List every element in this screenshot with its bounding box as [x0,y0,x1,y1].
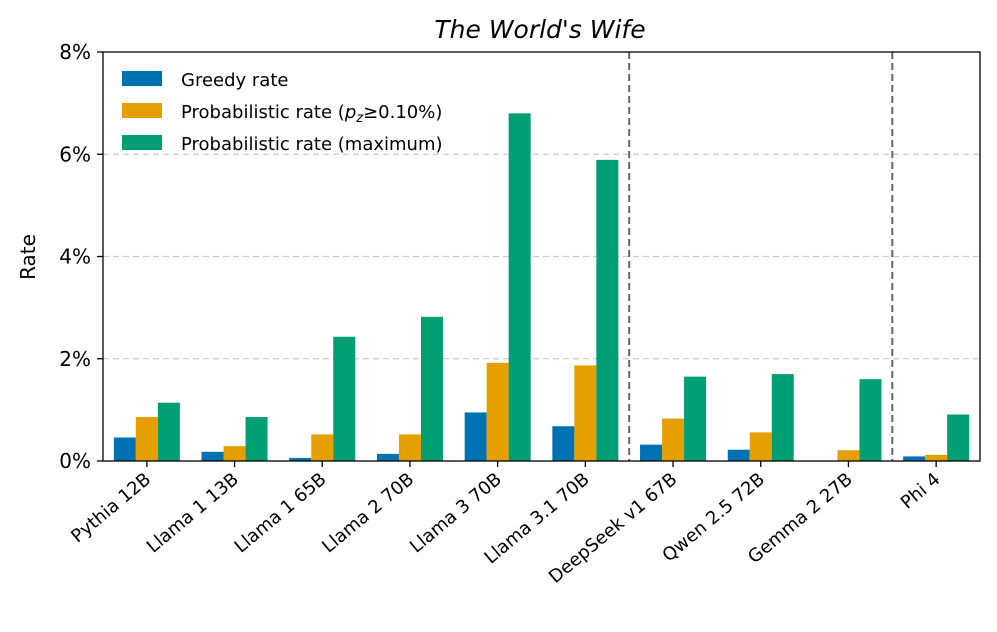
bar [333,336,356,461]
legend: Greedy rate Probabilistic rate (pz≥0.10%)… [122,70,443,155]
chart-title: The World's Wife [434,15,645,44]
bar [684,376,707,461]
bar [925,454,948,461]
legend-label: Probabilistic rate (pz≥0.10%) [181,102,442,126]
bar [837,450,860,461]
legend-label: Greedy rate [181,70,288,91]
x-tick-label: Phi 4 [897,469,945,514]
y-tick-label: 6% [59,142,91,166]
x-tick-label: Pythia 12B [67,469,155,547]
bar [727,449,750,461]
bar [245,417,268,461]
y-tick-label: 8% [59,40,91,64]
bar [508,113,531,461]
bar [420,316,443,461]
bar [574,365,597,461]
x-tick-label: Llama 1 65B [231,469,331,558]
y-tick-label: 0% [59,449,91,473]
gridlines [103,153,980,360]
x-tick-label: Llama 1 13B [143,469,243,558]
bar [903,456,926,461]
bar [596,159,619,461]
legend-swatch [122,103,162,118]
legend-swatch [122,135,162,150]
bar [640,444,663,461]
bar [135,417,158,461]
bar [223,446,246,461]
y-axis-ticks: 0% 2% 4% 6% 8% [59,40,103,473]
legend-label: Probabilistic rate (maximum) [181,134,443,155]
bar [201,451,224,461]
bar [947,414,970,461]
bar [398,434,421,461]
plot-frame [102,51,981,462]
y-tick-label: 2% [59,347,91,371]
bar [311,434,334,461]
bar [552,426,575,461]
bar [749,432,772,461]
x-tick-label: Llama 2 70B [318,469,418,558]
bar [376,453,399,461]
bar [859,379,882,461]
bar [289,457,312,461]
y-tick-label: 4% [59,245,91,269]
legend-swatch [122,71,162,86]
bar [464,412,487,461]
bar [662,418,685,461]
bar [486,362,509,461]
y-axis-label: Rate [16,234,40,280]
group-separators [628,52,894,461]
bar [113,437,136,461]
bars [113,113,970,461]
bar [771,374,794,461]
bar [157,402,180,461]
